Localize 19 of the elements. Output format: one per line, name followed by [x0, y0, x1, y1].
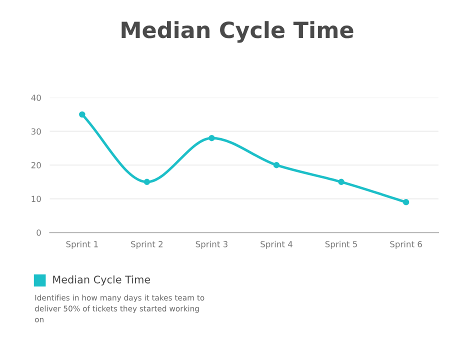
point — [79, 111, 86, 118]
y-tick-label: 20 — [31, 162, 41, 168]
x-tick-label: Sprint 1 — [66, 240, 98, 249]
x-tick-label: Sprint 6 — [390, 240, 422, 249]
point — [208, 134, 215, 142]
point — [273, 162, 280, 168]
x-tick-label: Sprint 2 — [131, 240, 163, 249]
x-tick-label: Sprint 3 — [196, 240, 228, 249]
x-tick-label: Sprint 4 — [260, 240, 292, 249]
y-tick-label: 40 — [31, 94, 41, 101]
point — [338, 178, 344, 186]
point — [402, 199, 410, 206]
chart-title: Median Cycle Time — [122, 21, 354, 43]
y-tick-label: 0 — [36, 230, 41, 236]
x-tick-label: Sprint 5 — [325, 240, 357, 249]
legend-label: Median Cycle Time — [53, 275, 150, 286]
point — [144, 178, 150, 186]
y-tick-label: 10 — [32, 196, 41, 202]
y-tick-label: 30 — [31, 128, 41, 135]
